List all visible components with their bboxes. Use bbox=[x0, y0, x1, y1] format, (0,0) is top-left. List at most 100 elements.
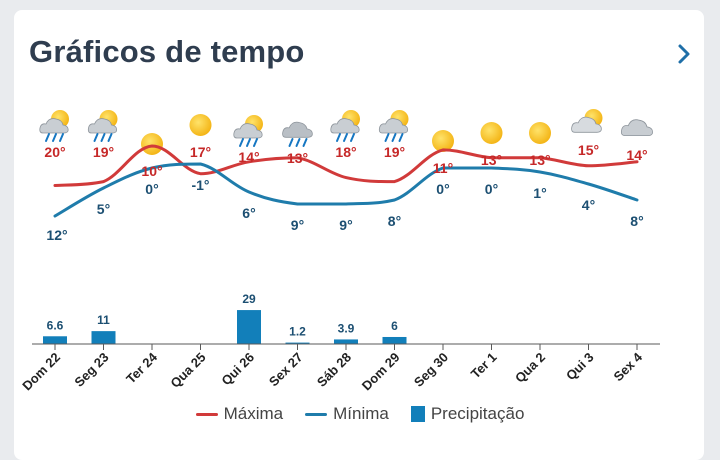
max-temp-label: 17° bbox=[190, 144, 211, 160]
rain-drop bbox=[295, 138, 301, 147]
max-temp-label: 13° bbox=[481, 152, 502, 168]
rain-drop bbox=[343, 133, 348, 142]
max-temp-label: 18° bbox=[335, 144, 356, 160]
sun-cloud-rain-icon bbox=[87, 110, 118, 142]
cloud-shape bbox=[620, 119, 653, 136]
precip-bar bbox=[237, 310, 261, 344]
rain-drop bbox=[253, 138, 258, 147]
legend-precip: Precipitação bbox=[410, 404, 525, 424]
sun-shape bbox=[529, 122, 551, 144]
x-tick-label: Qui 26 bbox=[218, 350, 257, 389]
precip-bar bbox=[334, 339, 358, 344]
min-temp-label: 12° bbox=[46, 227, 67, 243]
max-temp-label: 14° bbox=[626, 147, 647, 163]
sun-icon bbox=[189, 114, 212, 136]
cloud-shape bbox=[330, 118, 360, 134]
max-temp-label: 19° bbox=[384, 144, 405, 160]
max-temp-label: 11° bbox=[433, 160, 453, 176]
legend-max-label: Máxima bbox=[223, 404, 284, 423]
sun-shape bbox=[189, 114, 212, 136]
rain-drop bbox=[302, 138, 308, 147]
sun-shape bbox=[141, 133, 163, 155]
cloud-shape bbox=[282, 121, 313, 138]
x-tick-label: Ter 1 bbox=[468, 350, 500, 382]
rain-drop bbox=[52, 133, 57, 142]
precip-bar bbox=[43, 336, 67, 344]
rain-drop bbox=[246, 138, 251, 147]
rain-drop bbox=[59, 133, 64, 142]
cloud-shape bbox=[87, 118, 118, 134]
x-tick-label: Sáb 28 bbox=[314, 350, 354, 390]
weather-chart: 20° 19° 10° 17° 14° 13° 18° 19° 11° 13° 13° 15° 14° 1… bbox=[19, 109, 660, 394]
x-tick-label: Seg 30 bbox=[411, 350, 451, 390]
max-temp-line bbox=[53, 144, 639, 187]
min-temp-label: 6° bbox=[242, 205, 255, 221]
sun-icon bbox=[480, 122, 503, 144]
precip-label: 6.6 bbox=[47, 318, 64, 332]
min-temp-label: 9° bbox=[339, 217, 352, 233]
sun-cloud-icon bbox=[571, 109, 603, 133]
rain-drop bbox=[288, 138, 294, 147]
min-temp-label: 4° bbox=[582, 197, 595, 213]
cloud-shape bbox=[378, 118, 409, 134]
cloud-rain-icon bbox=[282, 121, 313, 147]
precip-label: 6 bbox=[391, 319, 398, 333]
max-temp-label: 13° bbox=[529, 152, 550, 168]
legend-precip-swatch bbox=[410, 406, 425, 422]
rain-drop bbox=[391, 133, 397, 142]
rain-drop bbox=[398, 133, 404, 142]
min-temp-label: 1° bbox=[533, 185, 546, 201]
chevron-right-icon[interactable] bbox=[672, 40, 696, 68]
max-temp-label: 10° bbox=[141, 163, 162, 179]
sun-cloud-rain-icon bbox=[330, 110, 360, 142]
max-temp-label: 20° bbox=[44, 144, 65, 160]
min-temp-line bbox=[53, 162, 639, 218]
x-tick-label: Qua 2 bbox=[512, 350, 548, 386]
min-temp-label: 0° bbox=[436, 181, 449, 197]
min-temp-label: -1° bbox=[191, 177, 209, 193]
sun-icon bbox=[141, 133, 163, 155]
legend-min-label: Mínima bbox=[333, 404, 389, 423]
sun-shape bbox=[432, 130, 454, 152]
cloud-shape bbox=[233, 123, 263, 139]
page-title: Gráficos de tempo bbox=[29, 34, 305, 69]
x-tick-label: Seg 23 bbox=[71, 350, 111, 390]
x-tick-label: Dom 22 bbox=[19, 350, 63, 394]
max-temp-label: 19° bbox=[93, 144, 114, 160]
cloud-shape bbox=[39, 118, 69, 134]
sun-icon bbox=[432, 130, 454, 152]
legend-precip-label: Precipitação bbox=[430, 404, 525, 423]
legend-max: Máxima bbox=[195, 404, 284, 424]
sun-cloud-rain-icon bbox=[378, 110, 409, 142]
cloud-icon bbox=[620, 119, 653, 136]
x-tick-label: Qua 25 bbox=[167, 350, 208, 391]
rain-drop bbox=[336, 133, 341, 142]
min-temp-label: 0° bbox=[485, 181, 498, 197]
sun-shape bbox=[480, 122, 503, 144]
x-tick-label: Dom 29 bbox=[359, 350, 403, 394]
min-temp-label: 0° bbox=[145, 181, 158, 197]
precip-bar bbox=[382, 336, 407, 344]
rain-drop bbox=[107, 133, 113, 142]
max-temp-label: 15° bbox=[578, 142, 599, 158]
sun-icon bbox=[529, 122, 551, 144]
max-temp-label: 14° bbox=[238, 149, 259, 165]
min-temp-label: 5° bbox=[97, 201, 110, 217]
legend-max-swatch bbox=[195, 412, 218, 416]
weather-card bbox=[14, 10, 704, 460]
rain-drop bbox=[239, 138, 244, 147]
x-tick-label: Ter 24 bbox=[123, 349, 161, 387]
precip-label: 3.9 bbox=[338, 321, 355, 335]
x-tick-label: Sex 4 bbox=[610, 349, 645, 384]
x-tick-label: Sex 27 bbox=[266, 350, 306, 390]
min-temp-label: 9° bbox=[291, 217, 304, 233]
rain-drop bbox=[45, 133, 50, 142]
legend-min: Mínima bbox=[305, 404, 389, 424]
sun-cloud-rain-icon bbox=[39, 110, 69, 142]
rain-drop bbox=[350, 133, 355, 142]
precip-bar bbox=[91, 331, 116, 344]
precip-label: 11 bbox=[97, 313, 110, 327]
rain-drop bbox=[384, 133, 390, 142]
rain-drop bbox=[93, 133, 99, 142]
precip-bar bbox=[285, 342, 310, 344]
